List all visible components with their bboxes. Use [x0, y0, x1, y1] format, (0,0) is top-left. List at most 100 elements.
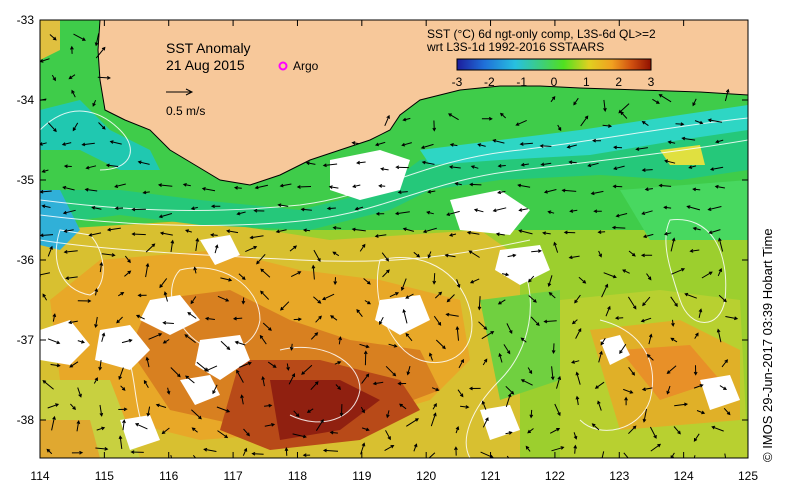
- lon-tick-label: 125: [738, 469, 758, 483]
- current-arrow-icon: [646, 353, 654, 361]
- current-arrow-icon: [216, 406, 231, 413]
- current-arrow-icon: [63, 249, 78, 254]
- current-arrow-icon: [594, 381, 605, 389]
- lon-tick-label: 118: [288, 469, 307, 483]
- current-arrow-icon: [190, 296, 197, 305]
- current-arrow-icon: [85, 165, 97, 170]
- current-arrow-icon: [395, 165, 409, 170]
- current-arrow-icon: [137, 293, 147, 298]
- current-arrow-icon: [614, 316, 624, 320]
- current-arrow-icon: [542, 231, 551, 235]
- current-arrow-icon: [51, 74, 56, 82]
- current-arrow-icon: [623, 388, 634, 394]
- current-arrow-icon: [603, 272, 617, 279]
- current-arrow-icon: [628, 425, 637, 435]
- current-arrow-icon: [603, 99, 607, 112]
- current-arrow-icon: [142, 190, 150, 195]
- current-arrow-icon: [675, 122, 685, 126]
- current-arrow-icon: [313, 296, 322, 304]
- lat-tick-label: -37: [17, 333, 35, 347]
- current-arrow-icon: [191, 427, 198, 433]
- current-arrow-icon: [527, 428, 534, 434]
- current-arrow-icon: [646, 273, 652, 281]
- lat-tick-label: -38: [17, 413, 35, 427]
- current-arrow-icon: [121, 338, 133, 344]
- product-description-line1: SST (°C) 6d ngt-only comp, L3S-6d QL>=2: [427, 27, 656, 41]
- current-arrow-icon: [63, 229, 74, 233]
- current-arrow-icon: [286, 363, 290, 371]
- current-arrow-icon: [232, 316, 243, 321]
- current-arrow-icon: [433, 315, 442, 326]
- argo-legend: Argo: [278, 59, 319, 73]
- current-arrow-icon: [124, 270, 132, 277]
- current-arrow-icon: [446, 210, 460, 216]
- current-arrow-icon: [388, 343, 398, 348]
- current-arrow-icon: [468, 250, 480, 258]
- current-arrow-icon: [394, 211, 410, 216]
- current-arrow-icon: [402, 117, 411, 122]
- current-arrow-icon: [428, 452, 436, 458]
- colorbar-tick-label: -2: [484, 75, 495, 89]
- colorbar-tick-label: -3: [452, 75, 463, 89]
- current-arrow-icon: [354, 206, 364, 211]
- current-arrow-icon: [191, 409, 202, 420]
- current-arrow-icon: [426, 210, 434, 215]
- current-arrow-icon: [116, 316, 123, 324]
- current-arrow-icon: [184, 229, 192, 233]
- current-arrow-icon: [445, 312, 459, 317]
- current-arrow-icon: [374, 141, 386, 147]
- current-arrow-icon: [280, 301, 290, 311]
- current-arrow-icon: [401, 142, 412, 147]
- current-arrow-icon: [40, 98, 47, 101]
- current-arrow-icon: [326, 206, 336, 211]
- current-arrow-icon: [322, 163, 338, 168]
- current-arrow-icon: [652, 98, 660, 104]
- current-arrow-icon: [397, 190, 408, 195]
- current-arrow-icon: [47, 245, 53, 257]
- current-arrow-icon: [145, 262, 150, 278]
- current-arrow-icon: [92, 100, 97, 107]
- current-arrow-icon: [400, 278, 407, 291]
- current-arrow-icon: [707, 118, 723, 123]
- current-arrow-icon: [131, 207, 146, 212]
- current-arrow-icon: [73, 33, 86, 41]
- current-arrow-icon: [627, 296, 637, 310]
- current-arrow-icon: [718, 237, 724, 252]
- current-arrow-icon: [359, 243, 366, 252]
- colorbar: -3 -2 -1 0 1 2 3: [452, 58, 655, 89]
- current-arrow-icon: [161, 427, 170, 435]
- current-arrow-icon: [402, 227, 415, 232]
- current-arrow-icon: [689, 248, 700, 253]
- current-arrow-icon: [385, 365, 397, 377]
- lat-tick-label: -36: [17, 253, 35, 267]
- current-arrow-icon: [259, 334, 267, 345]
- current-arrow-icon: [574, 294, 581, 304]
- current-arrow-icon: [310, 381, 319, 391]
- current-arrow-icon: [693, 455, 696, 458]
- current-arrow-icon: [716, 328, 722, 343]
- current-arrow-icon: [460, 405, 470, 409]
- argo-label: Argo: [293, 59, 319, 73]
- current-arrow-icon: [670, 337, 678, 343]
- current-arrow-icon: [253, 208, 265, 213]
- current-arrow-icon: [328, 185, 339, 189]
- current-arrow-icon: [322, 448, 339, 453]
- current-arrow-icon: [130, 450, 144, 454]
- current-arrow-icon: [671, 268, 686, 275]
- current-arrow-icon: [641, 168, 653, 172]
- current-arrow-icon: [335, 384, 341, 390]
- current-arrow-icon: [506, 455, 510, 458]
- current-arrow-icon: [109, 140, 122, 145]
- current-arrow-icon: [71, 89, 76, 98]
- current-arrow-icon: [590, 190, 604, 196]
- current-arrow-icon: [525, 445, 531, 452]
- current-arrow-icon: [470, 165, 479, 169]
- current-arrow-icon: [118, 407, 128, 412]
- current-arrow-icon: [622, 269, 630, 274]
- current-arrow-icon: [580, 115, 589, 127]
- current-arrow-icon: [88, 232, 102, 237]
- current-arrow-icon: [497, 163, 506, 168]
- current-arrow-icon: [203, 447, 217, 452]
- current-arrow-icon: [611, 225, 626, 230]
